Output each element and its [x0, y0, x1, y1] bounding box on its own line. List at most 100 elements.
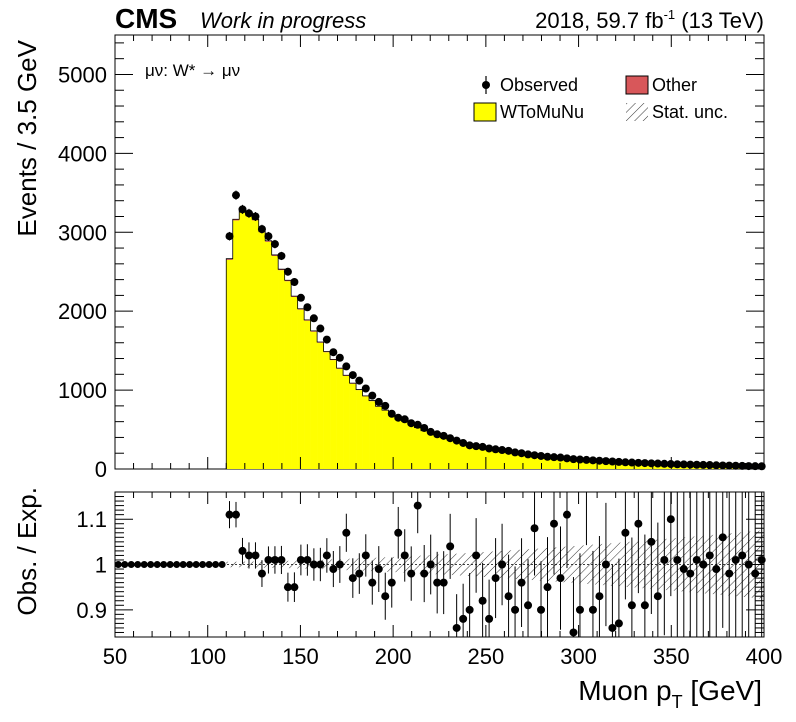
observed-point [511, 448, 520, 457]
ratio-point [738, 551, 747, 560]
x-tick-label: 50 [103, 644, 127, 669]
ratio-point [290, 583, 299, 592]
ratio-panel: 0.9 1 1.1 50 100 150 200 250 300 350 400 Obs. / E… [12, 487, 782, 669]
ratio-point [257, 569, 266, 578]
ratio-point [225, 510, 234, 519]
observed-point [472, 442, 481, 451]
ratio-point [309, 560, 318, 569]
y-tick-label: 4000 [58, 141, 107, 166]
observed-point [277, 251, 286, 260]
ratio-point [712, 565, 721, 574]
bar-wtomunu [336, 368, 344, 469]
observed-point [562, 454, 571, 463]
lumi-label: 2018, 59.7 fb-1 (13 TeV) [535, 7, 764, 33]
ratio-point [348, 574, 357, 583]
ratio-point [134, 561, 142, 568]
bar-wtomunu [589, 460, 597, 469]
bar-other [265, 240, 272, 242]
observed-point [712, 461, 721, 470]
bar-other [291, 296, 298, 297]
observed-point [491, 445, 500, 454]
observed-point [426, 427, 435, 436]
bar-wtomunu [382, 410, 389, 469]
bar-wtomunu [550, 457, 558, 469]
ratio-point [660, 555, 669, 564]
legend-wtomunu-label: WToMuNu [500, 102, 584, 122]
ratio-point [562, 510, 571, 519]
observed-point [550, 453, 559, 462]
ratio-point [426, 560, 435, 569]
ratio-point [614, 619, 623, 628]
observed-point [543, 452, 552, 461]
ratio-point [251, 551, 260, 560]
ratio-point [387, 578, 396, 587]
bar-wtomunu [388, 414, 396, 469]
observed-point [420, 423, 429, 432]
ratio-point [679, 565, 688, 574]
ratio-point [692, 555, 701, 564]
main-panel: 0 1000 2000 3000 4000 5000 μν: W* → μν Observ… [12, 34, 766, 482]
observed-point [251, 212, 260, 221]
observed-point [225, 232, 234, 241]
bar-other [232, 219, 240, 221]
ratio-point [640, 601, 649, 610]
bar-wtomunu [485, 448, 493, 469]
observed-point [699, 460, 708, 469]
observed-point [264, 232, 273, 241]
ratio-point [459, 614, 468, 623]
bar-wtomunu [583, 460, 590, 469]
ratio-point [595, 592, 604, 601]
observed-point [413, 420, 422, 429]
legend-other-swatch [625, 75, 649, 95]
bar-wtomunu [505, 452, 513, 469]
observed-point [374, 397, 383, 406]
bar-wtomunu [453, 441, 461, 469]
bar-wtomunu [427, 433, 435, 469]
bar-wtomunu [414, 427, 422, 469]
bar-other [284, 280, 292, 282]
bar-wtomunu [252, 220, 260, 469]
ratio-point [446, 542, 455, 551]
observed-point [601, 457, 610, 466]
legend-stat-unc-swatch [626, 103, 648, 121]
observed-point [400, 415, 409, 424]
bar-wtomunu [472, 446, 480, 469]
cms-label: CMS [115, 3, 177, 34]
bar-wtomunu [498, 451, 506, 469]
energy-text: (13 TeV) [675, 8, 764, 33]
ratio-point [199, 561, 207, 568]
ratio-point [218, 561, 226, 568]
x-tick-label: 200 [375, 644, 412, 669]
ratio-point [530, 524, 539, 533]
bar-wtomunu [271, 255, 279, 469]
ratio-point [244, 551, 253, 560]
legend-observed-label: Observed [500, 75, 578, 95]
observed-point [614, 457, 623, 466]
bar-wtomunu [310, 331, 318, 469]
observed-point [718, 461, 727, 470]
y-tick-label: 5000 [58, 62, 107, 87]
ratio-point [699, 560, 708, 569]
bar-wtomunu [304, 320, 311, 469]
ratio-point [588, 605, 597, 614]
main-y-ticks: 0 1000 2000 3000 4000 5000 [58, 42, 764, 482]
observed-point [290, 277, 299, 286]
ratio-point [653, 592, 662, 601]
bar-other [297, 308, 305, 310]
bar-wtomunu [297, 309, 305, 469]
ratio-point [465, 605, 474, 614]
observed-point [517, 449, 526, 458]
bar-wtomunu [479, 447, 487, 469]
bar-wtomunu [369, 401, 376, 469]
bar-wtomunu [258, 232, 266, 469]
ratio-y-tick-label: 1 [95, 553, 107, 578]
observed-point [348, 371, 357, 380]
x-tick-label: 150 [282, 644, 319, 669]
ratio-point [601, 560, 610, 569]
observed-point [595, 456, 604, 465]
bar-other [278, 269, 285, 271]
ratio-point [277, 555, 286, 564]
annotation-text: μν: W* → μν [145, 61, 240, 80]
bar-wtomunu [317, 342, 324, 469]
ratio-point [264, 555, 273, 564]
